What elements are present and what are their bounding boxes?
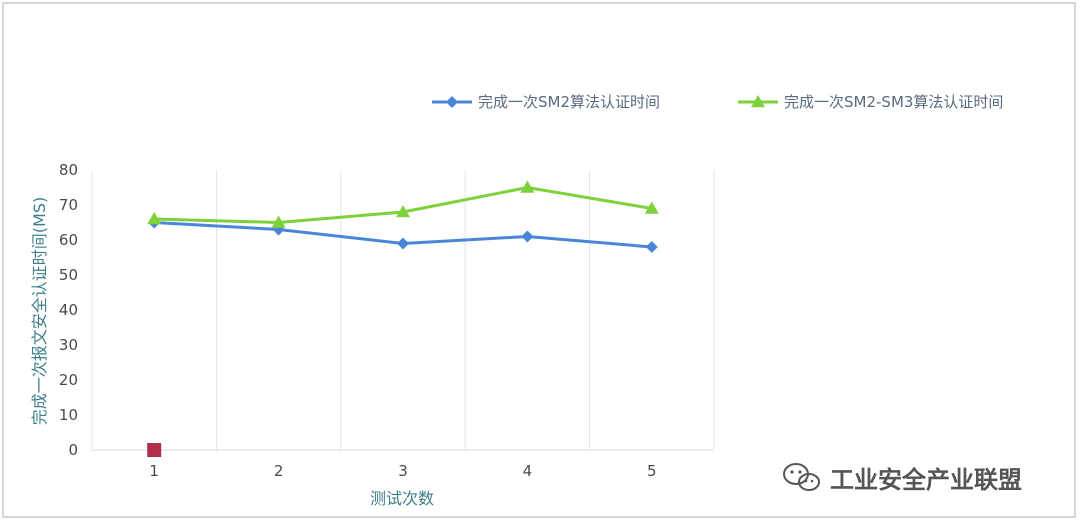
data-point (147, 443, 162, 457)
x-tick-label: 3 (398, 462, 408, 480)
x-axis-ticks: 1 2 3 4 5 (149, 462, 656, 480)
data-point (147, 212, 162, 225)
data-point (520, 180, 535, 193)
legend-item: 完成一次SM2算法认证时间 (432, 93, 660, 111)
y-axis-ticks: 0 10 20 30 40 50 60 70 80 (59, 161, 78, 459)
x-tick-label: 2 (274, 462, 284, 480)
wechat-icon (783, 463, 820, 491)
x-axis-title: 测试次数 (370, 489, 434, 508)
y-axis-title: 完成一次报文安全认证时间(MS) (30, 197, 49, 425)
y-tick-label: 60 (59, 231, 78, 249)
y-tick-label: 70 (59, 196, 78, 214)
legend: 完成一次SM2算法认证时间 完成一次SM2-SM3算法认证时间 (432, 93, 1003, 111)
data-point (644, 201, 659, 214)
y-tick-label: 10 (59, 406, 78, 424)
data-point (521, 230, 534, 243)
data-point (751, 95, 765, 108)
y-tick-label: 40 (59, 301, 78, 319)
data-point (396, 205, 410, 218)
watermark: 工业安全产业联盟 (783, 463, 1022, 494)
x-tick-label: 4 (523, 462, 533, 480)
x-tick-label: 5 (647, 462, 657, 480)
series (147, 180, 659, 457)
y-tick-label: 50 (59, 266, 78, 284)
legend-label: 完成一次SM2算法认证时间 (478, 93, 660, 111)
y-tick-label: 0 (68, 441, 78, 459)
data-point (271, 215, 286, 228)
y-tick-label: 80 (59, 161, 78, 179)
legend-item: 完成一次SM2-SM3算法认证时间 (738, 93, 1003, 111)
data-point (397, 237, 409, 250)
x-tick-label: 1 (149, 462, 159, 480)
series-group (147, 180, 659, 228)
legend-label: 完成一次SM2-SM3算法认证时间 (784, 93, 1003, 111)
y-tick-label: 30 (59, 336, 78, 354)
watermark-text: 工业安全产业联盟 (830, 466, 1022, 494)
y-tick-label: 20 (59, 371, 78, 389)
data-point (446, 96, 458, 108)
data-point (645, 241, 658, 253)
